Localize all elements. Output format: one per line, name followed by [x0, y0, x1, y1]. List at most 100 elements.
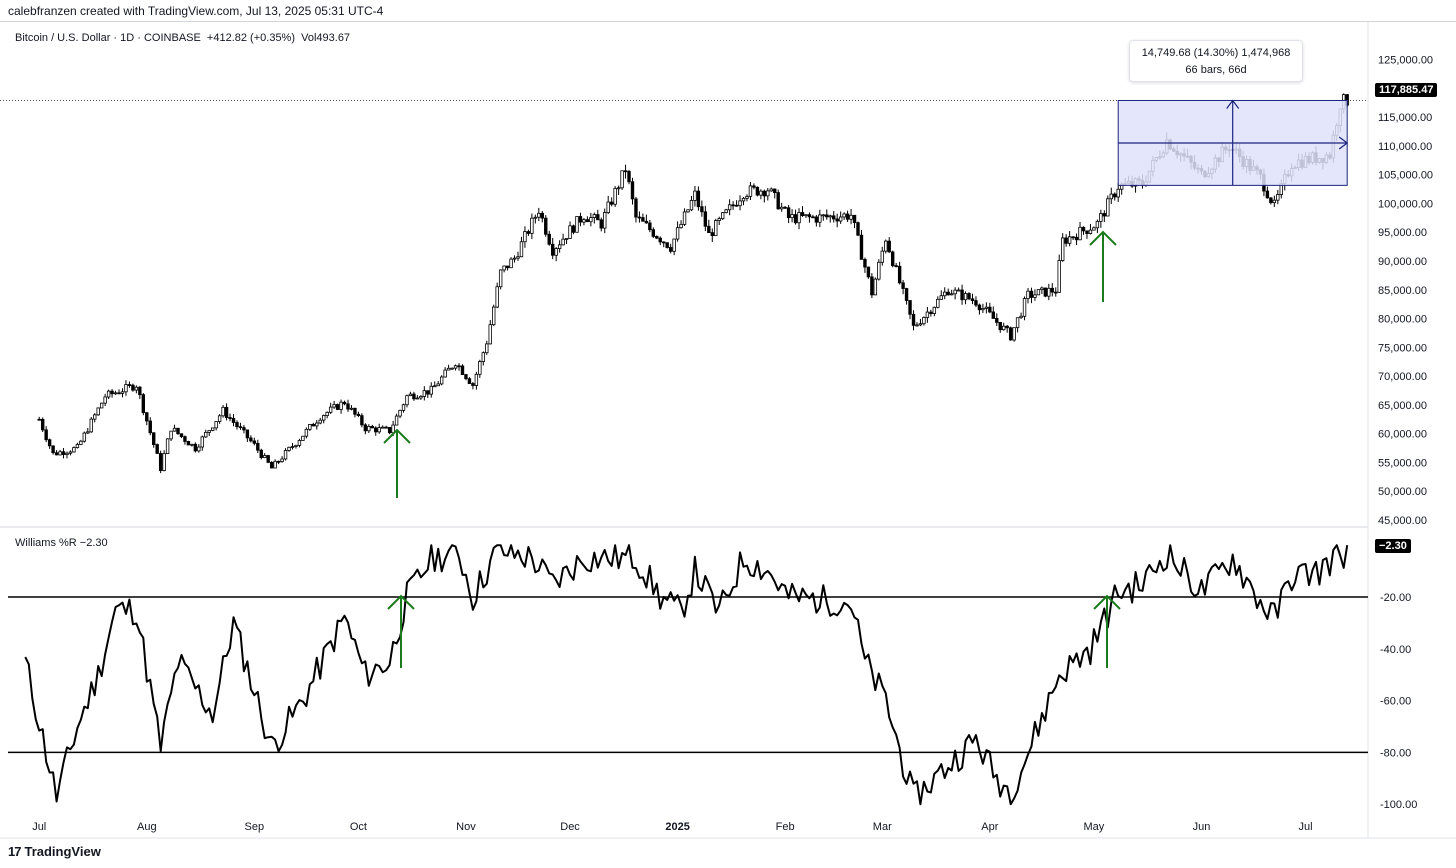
candle-body — [720, 212, 725, 220]
up-arrow-icon — [387, 594, 415, 610]
candle-body — [797, 212, 801, 224]
candle-body — [86, 431, 90, 434]
candle-body — [637, 216, 642, 219]
candle-body — [724, 209, 728, 214]
candle-body — [155, 444, 159, 454]
header-divider — [0, 21, 1456, 22]
candle-body — [1078, 226, 1082, 241]
candle-body — [492, 306, 496, 326]
candle-body — [394, 415, 399, 426]
candle-body — [179, 433, 184, 438]
candle-body — [776, 192, 780, 210]
candle-body — [68, 451, 73, 454]
candle-body — [665, 242, 669, 248]
candle-body — [72, 447, 76, 453]
candle-body — [505, 265, 510, 269]
candle-body — [609, 201, 614, 205]
candle-body — [162, 453, 166, 471]
price-tick-label: 110,000.00 — [1378, 141, 1432, 153]
candle-body — [603, 212, 607, 229]
candle-body — [1005, 325, 1009, 329]
candle-body — [228, 417, 232, 419]
time-tick-label: 2025 — [665, 821, 689, 833]
candle-body — [290, 446, 295, 449]
candle-body — [124, 384, 128, 393]
up-arrow-icon — [1093, 594, 1121, 610]
williams-r-label[interactable]: Williams %R −2.30 — [15, 537, 108, 549]
candle-body — [96, 407, 100, 416]
candle-body — [530, 217, 534, 234]
candle-body — [245, 429, 250, 439]
candle-body — [956, 289, 961, 292]
candle-body — [675, 227, 680, 240]
price-tick-label: 60,000.00 — [1378, 429, 1427, 441]
candle-body — [249, 437, 253, 442]
candle-body — [363, 424, 368, 432]
candle-body — [269, 461, 274, 469]
candle-body — [439, 376, 444, 385]
candle-body — [939, 295, 943, 300]
wr-tick-label: -20.00 — [1380, 592, 1411, 604]
candle-body — [748, 185, 753, 197]
candle-body — [918, 323, 923, 326]
candle-body — [589, 217, 593, 223]
candle-body — [606, 201, 610, 213]
candle-body — [405, 395, 409, 406]
candle-body — [488, 324, 492, 345]
candle-body — [554, 248, 558, 256]
candle-body — [627, 170, 631, 183]
candle-body — [360, 415, 364, 426]
candle-body — [1074, 236, 1079, 241]
candle-body — [134, 386, 139, 391]
time-tick-label: Jul — [1299, 821, 1313, 833]
candle-body — [436, 383, 440, 387]
candle-body — [641, 217, 645, 222]
candle-body — [988, 306, 992, 313]
candle-body — [339, 401, 343, 410]
time-tick-label: Sep — [245, 821, 265, 833]
candle-body — [214, 421, 218, 429]
candle-body — [689, 200, 694, 211]
candle-body — [825, 214, 829, 218]
candle-body — [828, 215, 832, 218]
candle-body — [710, 232, 714, 237]
candle-body — [117, 392, 121, 395]
candle-body — [474, 373, 479, 386]
candle-body — [342, 401, 347, 405]
time-tick-label: Aug — [137, 821, 157, 833]
price-tick-label: 55,000.00 — [1378, 457, 1427, 469]
candle-body — [662, 241, 666, 244]
time-tick-label: Dec — [560, 821, 580, 833]
candle-body — [127, 384, 132, 386]
candle-body — [596, 214, 600, 221]
footer-brand[interactable]: 17 TradingView — [8, 844, 101, 859]
candle-body — [842, 213, 846, 218]
candle-body — [1092, 227, 1096, 231]
candle-body — [738, 200, 742, 207]
candle-body — [502, 265, 506, 271]
candle-body — [516, 256, 520, 259]
candle-body — [1276, 194, 1280, 201]
candle-body — [224, 406, 229, 418]
candle-body — [433, 385, 437, 388]
price-tick-label: 50,000.00 — [1378, 486, 1427, 498]
candle-body — [99, 402, 104, 409]
symbol-legend[interactable]: Bitcoin / U.S. Dollar · 1D · COINBASE +4… — [15, 32, 351, 44]
candle-body — [408, 393, 413, 397]
candle-body — [1081, 226, 1086, 232]
candle-body — [873, 278, 878, 296]
candle-body — [1109, 193, 1113, 200]
candle-body — [644, 220, 649, 224]
time-tick-label: Mar — [873, 821, 892, 833]
candle-body — [1015, 317, 1020, 329]
candle-body — [547, 233, 551, 245]
candle-body — [599, 219, 603, 229]
candle-body — [1002, 325, 1006, 331]
candle-body — [145, 412, 149, 422]
candle-body — [890, 251, 895, 267]
candle-body — [380, 426, 385, 429]
candle-body — [998, 321, 1002, 331]
candle-body — [561, 238, 565, 246]
candle-body — [426, 390, 430, 395]
